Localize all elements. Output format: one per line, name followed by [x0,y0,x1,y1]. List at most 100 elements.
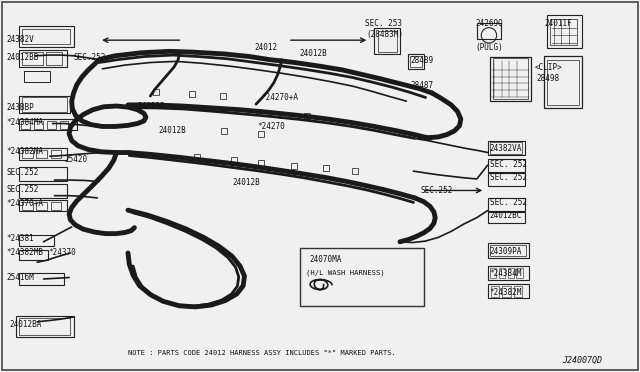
Bar [352,168,358,174]
Bar [22,202,33,210]
Text: 24012: 24012 [255,43,278,52]
Bar [19,200,67,211]
Text: (H/L WASH HARNESS): (H/L WASH HARNESS) [306,269,385,276]
Bar [547,15,582,48]
Bar [490,142,522,154]
Text: 24382VA: 24382VA [490,144,522,153]
Bar [499,268,505,278]
Text: 24012B: 24012B [138,102,165,110]
Bar [19,96,70,113]
Bar [304,113,310,119]
Text: *24370: *24370 [48,248,76,257]
Text: 24012BA: 24012BA [10,320,42,329]
Text: *24384MA: *24384MA [6,118,44,126]
Bar [220,93,226,99]
Bar [491,286,499,297]
Bar [508,268,514,278]
Text: 24012BB: 24012BB [6,53,39,62]
Bar [60,121,68,129]
Bar [22,52,43,65]
Text: *24382M: *24382M [490,288,522,297]
Bar [258,160,264,166]
Text: 25416M: 25416M [6,273,34,282]
Text: 24382V: 24382V [6,35,34,44]
Text: 24012B: 24012B [159,126,186,135]
Text: (PULG): (PULG) [476,43,503,52]
Bar [490,268,496,278]
Bar [36,202,47,210]
Bar [19,26,74,46]
Bar [47,121,56,129]
Bar [516,268,523,278]
Bar [502,286,511,297]
Text: (28483M): (28483M) [366,30,403,39]
Bar [488,284,529,298]
Text: SEC.252: SEC.252 [74,53,106,62]
Bar [256,109,262,115]
Bar [46,52,62,65]
Bar [488,198,525,211]
Bar [22,150,33,158]
Bar [34,121,43,129]
Text: *24270+A: *24270+A [261,93,298,102]
Bar [374,28,400,54]
Bar [19,273,64,285]
Bar [488,266,529,280]
Bar [24,71,50,82]
Text: *24270: *24270 [257,122,285,131]
Bar [490,57,531,101]
Bar [22,97,67,112]
Bar [19,184,67,198]
Bar [278,112,285,118]
Bar [490,245,526,256]
Text: SEC.252: SEC.252 [6,185,39,194]
Bar [410,56,422,67]
Text: SEC. 252: SEC. 252 [490,160,527,169]
Text: 243BBP: 243BBP [6,103,34,112]
Bar [19,318,70,335]
Text: SEC. 252: SEC. 252 [490,198,527,207]
Text: 24011F: 24011F [544,19,572,28]
Text: *24381: *24381 [6,234,34,243]
Bar [19,167,67,181]
Bar [514,286,522,297]
Bar [19,148,67,160]
Text: 28498: 28498 [536,74,559,83]
Text: SEC.252: SEC.252 [6,169,39,177]
Bar [408,54,424,69]
Bar [488,173,525,186]
Bar [488,141,525,155]
Bar [477,23,501,39]
Text: 24012B: 24012B [300,49,327,58]
Bar [547,60,579,105]
Bar [51,150,61,158]
Bar [189,91,195,97]
Text: *24382MA: *24382MA [6,147,44,156]
Text: *24370+A: *24370+A [6,199,44,208]
Bar [488,212,525,223]
Text: 28487: 28487 [410,81,433,90]
Bar [493,58,528,99]
Text: J24007QD: J24007QD [562,356,602,365]
Bar [19,250,48,260]
Bar [544,56,582,108]
Bar [19,119,77,130]
Text: <CLIP>: <CLIP> [534,63,562,72]
Text: NOTE : PARTS CODE 24012 HARNESS ASSY INCLUDES "*" MARKED PARTS.: NOTE : PARTS CODE 24012 HARNESS ASSY INC… [128,350,396,356]
Bar [16,316,74,337]
Text: SEC. 253: SEC. 253 [365,19,402,28]
Text: SEC.252: SEC.252 [420,186,453,195]
Text: 24070MA: 24070MA [309,255,342,264]
Bar [488,159,525,172]
Text: 24012BC: 24012BC [490,211,522,219]
Bar [19,235,54,246]
Bar [194,154,200,160]
Bar [230,157,237,163]
Bar [153,89,159,95]
Bar [19,50,67,67]
Text: SEC. 252: SEC. 252 [490,173,527,182]
Text: 28489: 28489 [410,56,433,65]
Text: *24384M: *24384M [490,269,522,278]
Text: 24309PA: 24309PA [490,247,522,256]
Bar [36,150,47,158]
